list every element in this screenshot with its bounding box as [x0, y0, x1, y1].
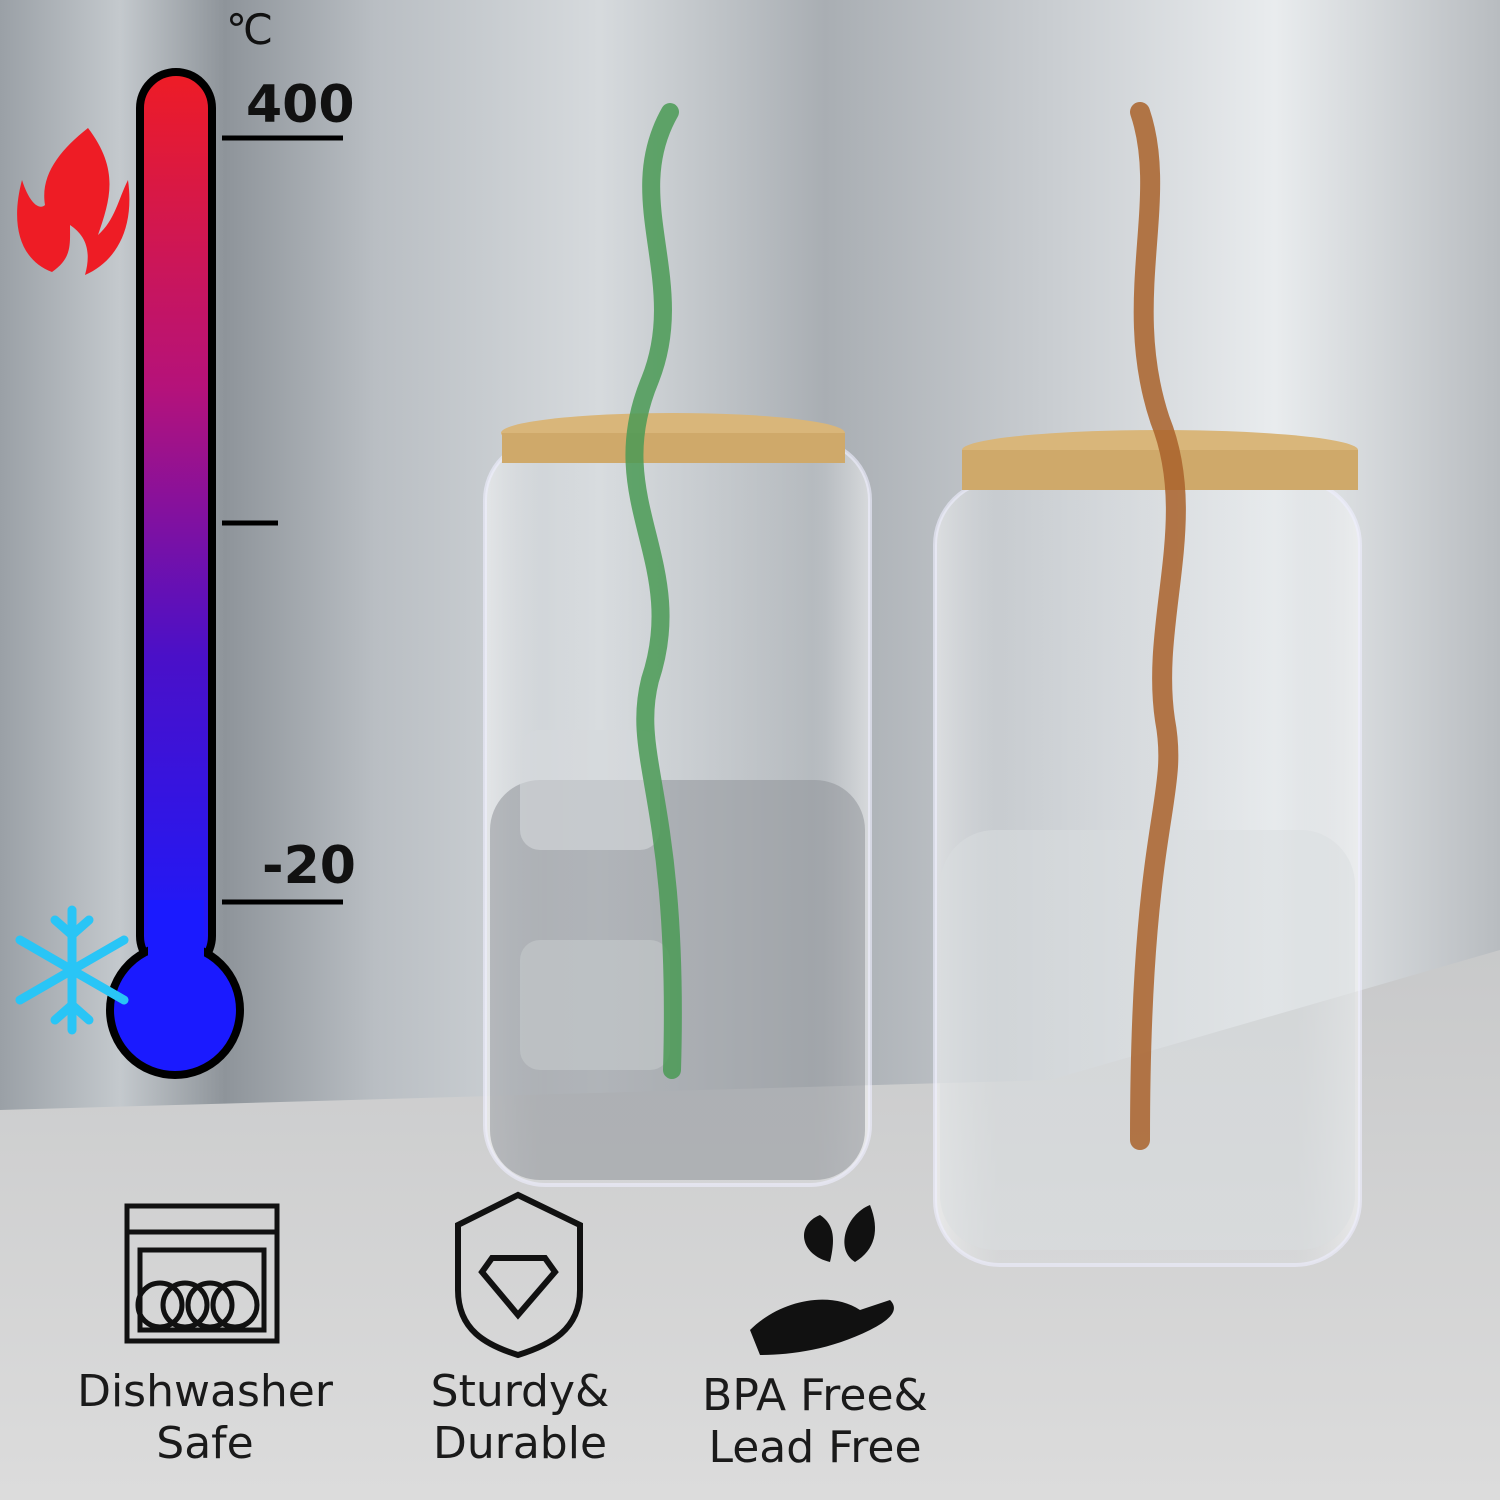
feature-dishwasher-safe: Dishwasher Safe: [40, 1366, 370, 1470]
dishwasher-icon: [124, 1203, 280, 1344]
feature-line: Safe: [156, 1418, 254, 1469]
feature-line: Dishwasher: [77, 1366, 333, 1417]
max-temp-label: 400: [246, 75, 355, 135]
glass-jar-green-straw: [483, 103, 872, 1187]
feature-sturdy-durable: Sturdy& Durable: [390, 1366, 650, 1470]
feature-line: Sturdy&: [430, 1366, 610, 1417]
feature-bpa-lead-free: BPA Free& Lead Free: [665, 1370, 965, 1474]
thermometer: [106, 68, 343, 1079]
snowflake-icon: [15, 905, 129, 1035]
glass-jar-amber-straw: [933, 102, 1362, 1267]
min-temp-label: -20: [262, 836, 356, 896]
unit-label: ℃: [226, 5, 274, 54]
hand-leaf-icon: [750, 1205, 894, 1355]
feature-line: Lead Free: [708, 1422, 922, 1473]
feature-line: BPA Free&: [702, 1370, 928, 1421]
feature-line: Durable: [432, 1418, 608, 1469]
shield-diamond-icon: [455, 1191, 583, 1359]
flame-icon: [17, 128, 130, 275]
